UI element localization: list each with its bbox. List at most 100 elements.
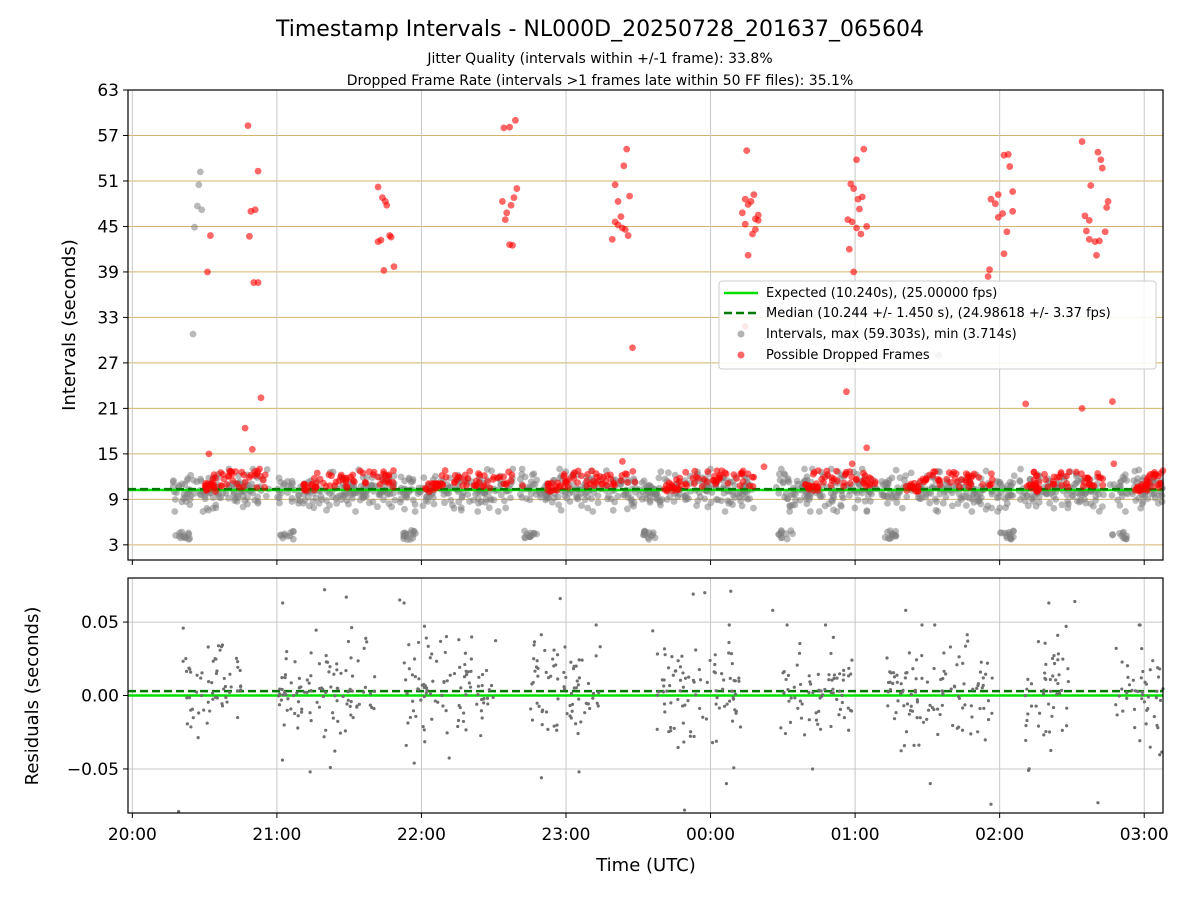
residual-point [1151, 659, 1155, 663]
residual-point [346, 690, 350, 694]
residual-point [908, 708, 913, 713]
interval-point [657, 468, 665, 476]
dropped-frame-point [599, 480, 607, 488]
interval-point [1073, 497, 1081, 505]
interval-point [922, 493, 930, 501]
residual-point [430, 652, 434, 656]
residual-point [703, 591, 707, 595]
dropped-frame-point [736, 482, 744, 490]
interval-point [365, 499, 373, 507]
dropped-frame-point [593, 473, 601, 481]
residual-point [955, 726, 959, 730]
residual-point [431, 679, 435, 683]
residual-point [901, 688, 905, 692]
dropped-frame-point [624, 232, 632, 239]
residual-point [1144, 682, 1148, 686]
residual-point [682, 808, 687, 812]
interval-point [262, 492, 270, 500]
residual-point [335, 699, 339, 703]
interval-point [1035, 498, 1043, 506]
residual-point [724, 782, 729, 786]
interval-point [893, 499, 901, 506]
dropped-frame-point [845, 245, 853, 253]
residual-point [1060, 728, 1064, 733]
residual-point [1055, 692, 1059, 696]
dropped-frame-point [1081, 212, 1089, 220]
residual-point [532, 640, 537, 644]
interval-point [230, 491, 237, 499]
residual-point [402, 661, 406, 665]
residual-point [1144, 722, 1148, 726]
interval-point [1155, 492, 1163, 499]
residual-point [1154, 696, 1158, 700]
residual-point [282, 723, 286, 727]
residual-point [556, 697, 560, 701]
residual-point [1158, 698, 1163, 703]
interval-point [1024, 502, 1032, 510]
interval-point [588, 495, 595, 503]
residual-point [540, 723, 544, 727]
residual-point [667, 730, 671, 734]
dropped-frame-point [631, 478, 639, 486]
interval-point [988, 504, 995, 512]
residual-point [185, 696, 189, 700]
residual-point [206, 680, 211, 684]
dropped-frame-point [510, 194, 518, 202]
residual-point [990, 676, 994, 680]
interval-point [466, 498, 473, 505]
residual-point [433, 699, 437, 703]
dropped-frame-point [370, 468, 378, 476]
dropped-frame-point [1109, 398, 1116, 405]
residual-point [835, 697, 839, 701]
interval-point [529, 481, 537, 488]
residual-point [462, 711, 466, 715]
interval-point [968, 508, 976, 515]
residual-point [424, 691, 428, 695]
residual-point [1056, 652, 1061, 656]
dropped-frame-point [385, 471, 393, 479]
residual-point [349, 713, 353, 717]
residual-point [220, 643, 225, 647]
dropped-frame-point [1082, 227, 1090, 235]
interval-point [725, 499, 733, 507]
interval-point-low [1116, 529, 1123, 537]
dropped-frame-point [365, 468, 373, 476]
residual-point [348, 687, 352, 691]
dropped-frame-point [261, 471, 269, 479]
residual-point [894, 710, 898, 715]
residual-point [442, 680, 446, 685]
dropped-frame-point [247, 207, 255, 215]
residual-point [832, 673, 837, 677]
dropped-frame-point [991, 200, 999, 208]
residual-point [410, 673, 415, 677]
interval-point [397, 495, 405, 503]
residual-point [565, 711, 569, 716]
interval-point [898, 504, 906, 512]
residual-point [309, 651, 313, 655]
interval-point [957, 494, 965, 502]
interval-point [419, 502, 427, 510]
residual-point [368, 692, 373, 696]
residual-point [285, 708, 289, 712]
residual-point [728, 699, 732, 703]
residual-point [563, 645, 567, 649]
x-axis-label: Time (UTC) [595, 855, 696, 876]
interval-point [884, 499, 891, 507]
residual-point [468, 685, 473, 689]
residual-point [457, 638, 461, 642]
residual-point [228, 672, 232, 676]
dropped-frame-point [228, 470, 236, 478]
interval-point [557, 506, 565, 514]
residual-point [888, 687, 893, 692]
residual-point [552, 664, 556, 668]
residual-point [485, 696, 490, 700]
dropped-frame-point [461, 476, 469, 484]
residual-point [786, 688, 790, 692]
residual-point [909, 692, 913, 697]
interval-point [806, 508, 814, 515]
dropped-frame-point [509, 242, 516, 249]
residual-point [1158, 667, 1162, 671]
interval-point [502, 504, 510, 512]
residual-point [737, 679, 741, 683]
